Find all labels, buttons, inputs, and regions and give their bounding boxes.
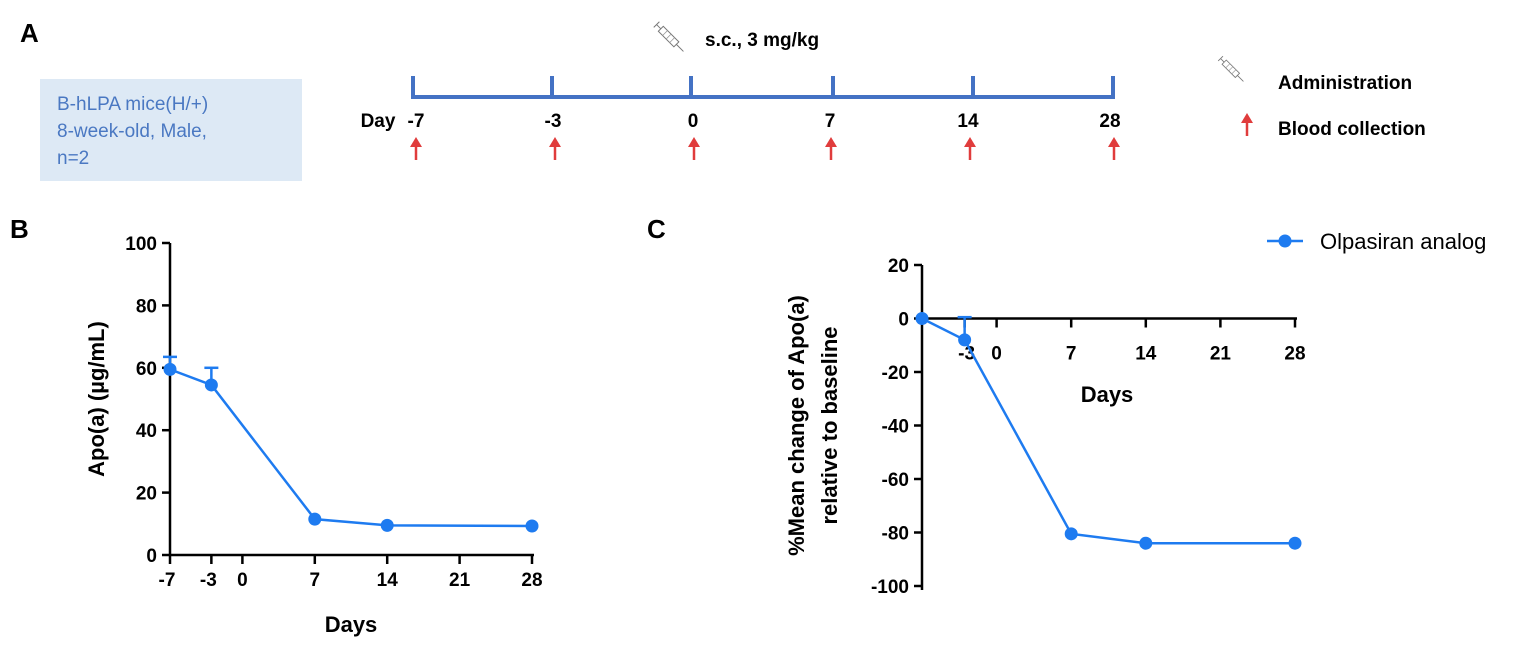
x-tick-label: 14 bbox=[1135, 344, 1157, 365]
x-tick-label: 21 bbox=[1210, 344, 1232, 365]
legend-series-label: Olpasiran analog bbox=[1320, 229, 1486, 254]
y-tick-label: 40 bbox=[136, 421, 157, 442]
data-point bbox=[1064, 527, 1078, 541]
legend-blood-collection-label: Blood collection bbox=[1278, 119, 1426, 140]
x-tick-label: -3 bbox=[200, 570, 217, 591]
y-tick-label: 0 bbox=[146, 546, 157, 567]
y-axis-title-line-2: relative to baseline bbox=[817, 326, 842, 524]
x-tick-label: 28 bbox=[1284, 344, 1305, 365]
timeline-day-label: Day bbox=[361, 111, 396, 132]
data-point bbox=[958, 333, 972, 347]
timeline-day-value: 7 bbox=[825, 111, 836, 132]
data-point bbox=[380, 518, 394, 532]
info-line-age-sex: 8-week-old, Male, bbox=[57, 121, 207, 142]
y-tick-label: 80 bbox=[136, 296, 157, 317]
x-tick-label: 7 bbox=[1066, 344, 1077, 365]
data-point bbox=[204, 378, 218, 392]
info-line-strain: B-hLPA mice(H/+) bbox=[57, 94, 209, 115]
y-tick-label: -20 bbox=[882, 363, 909, 384]
data-point bbox=[525, 519, 539, 533]
y-tick-label: 60 bbox=[136, 359, 157, 380]
y-tick-label: 100 bbox=[125, 234, 157, 255]
x-axis-title: Days bbox=[1081, 382, 1134, 407]
x-tick-label: 0 bbox=[237, 570, 248, 591]
data-point bbox=[163, 362, 177, 376]
series-line-olpasiran-analog bbox=[921, 317, 1295, 545]
dose-label: s.c., 3 mg/kg bbox=[705, 30, 819, 51]
timeline-day-value: -3 bbox=[545, 111, 562, 132]
legend-administration-label: Administration bbox=[1278, 73, 1412, 94]
y-tick-label: 20 bbox=[888, 256, 909, 277]
timeline-day-value: 14 bbox=[957, 111, 979, 132]
panel-label-c: C bbox=[647, 214, 666, 244]
y-axis-title: Apo(a) (µg/mL) bbox=[84, 321, 109, 477]
y-tick-label: 20 bbox=[136, 484, 157, 505]
study-info-box: B-hLPA mice(H/+) 8-week-old, Male, n=2 bbox=[40, 79, 302, 181]
x-tick-label: -7 bbox=[159, 570, 176, 591]
x-tick-label: 0 bbox=[991, 344, 1002, 365]
x-tick-label: 28 bbox=[521, 570, 542, 591]
legend-series-marker bbox=[1278, 234, 1292, 248]
y-tick-label: -40 bbox=[882, 417, 909, 438]
y-tick-label: -100 bbox=[871, 577, 909, 598]
data-point bbox=[1139, 536, 1153, 550]
x-tick-label: 14 bbox=[377, 570, 399, 591]
x-tick-label: 21 bbox=[449, 570, 471, 591]
panel-label-a: A bbox=[20, 18, 39, 48]
timeline-day-value: 0 bbox=[688, 111, 699, 132]
data-point bbox=[1288, 536, 1302, 550]
data-point bbox=[915, 312, 929, 325]
y-axis-title-line-1: %Mean change of Apo(a) bbox=[784, 295, 809, 556]
x-tick-label: 7 bbox=[310, 570, 321, 591]
timeline-day-value: -7 bbox=[408, 111, 425, 132]
data-point bbox=[308, 512, 322, 526]
y-tick-label: -60 bbox=[882, 470, 909, 491]
y-tick-label: 0 bbox=[898, 310, 909, 331]
info-line-n: n=2 bbox=[57, 148, 90, 169]
timeline-day-value: 28 bbox=[1099, 111, 1120, 132]
y-tick-label: -80 bbox=[882, 524, 909, 545]
panel-label-b: B bbox=[10, 214, 29, 244]
x-axis-title: Days bbox=[325, 612, 378, 637]
